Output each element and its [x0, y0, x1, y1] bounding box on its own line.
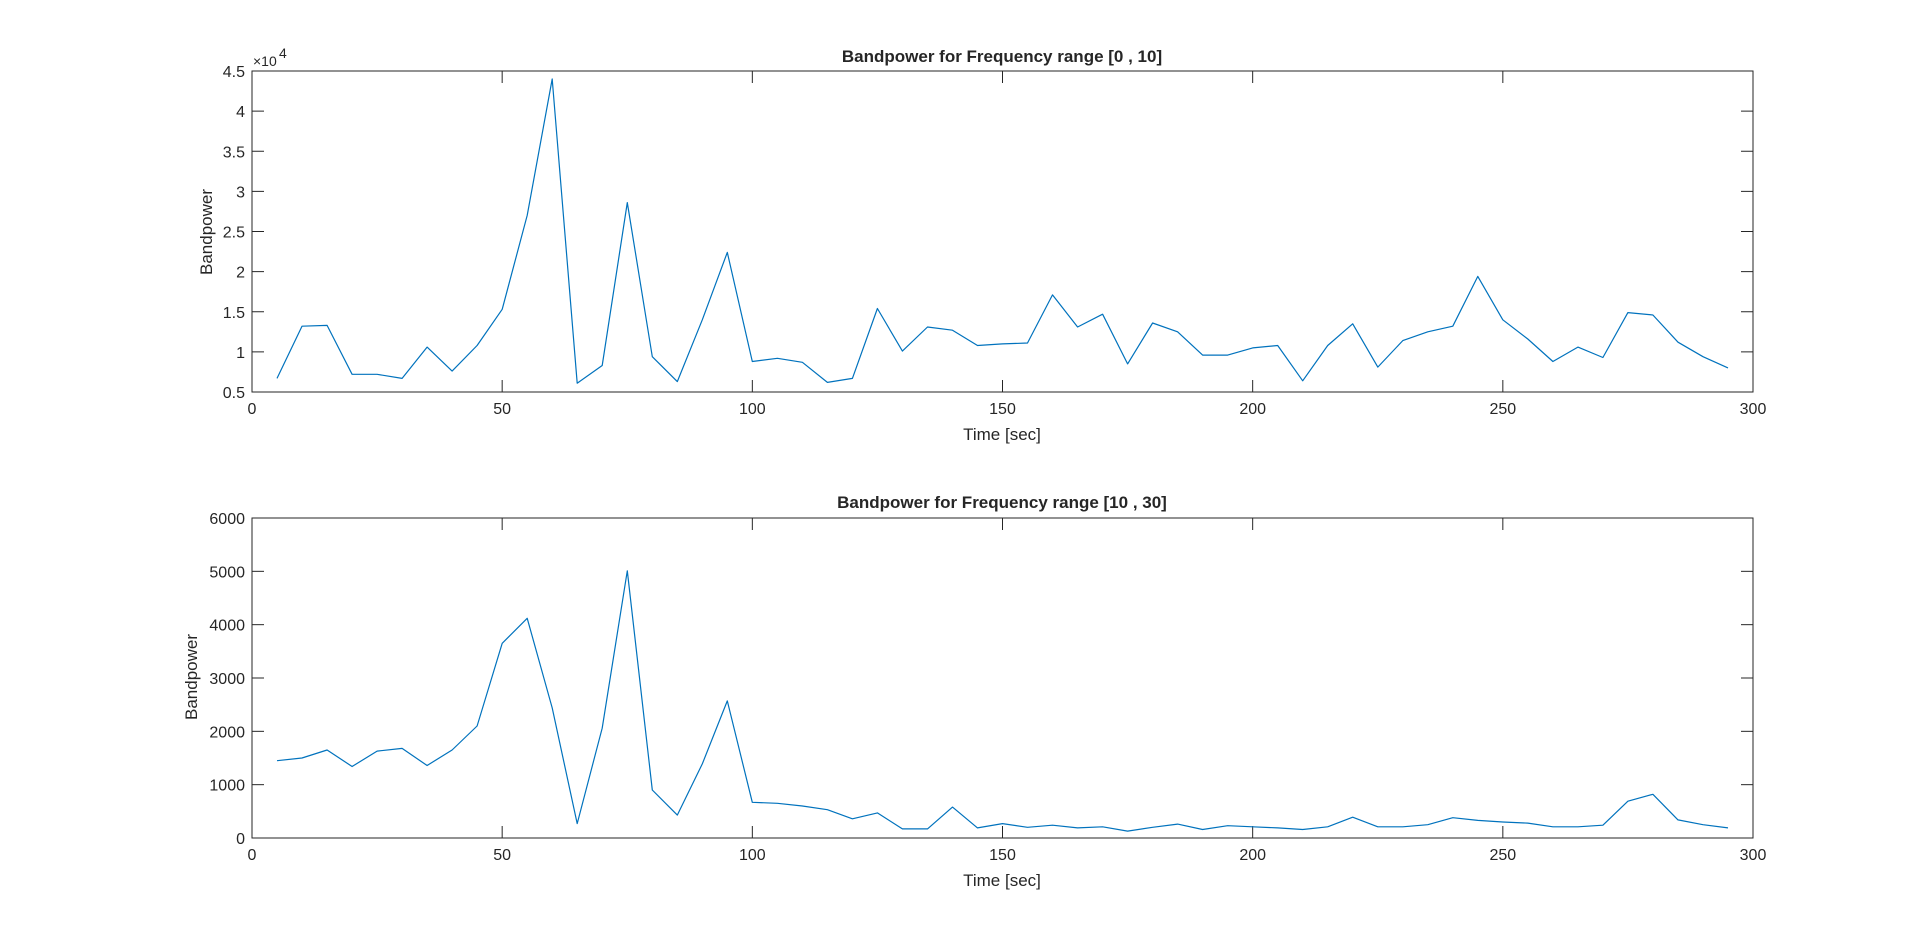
y-tick-label: 2 [236, 265, 245, 282]
x-axis-label: Time [sec] [963, 425, 1041, 444]
x-tick-label: 150 [989, 847, 1016, 864]
y-tick-label: 2000 [209, 724, 245, 741]
y-axis-multiplier-exponent: 4 [279, 45, 287, 61]
series-line [276, 78, 1729, 384]
plot-area [251, 517, 1754, 839]
subplot-bandpower-10-30: Bandpower for Frequency range [10 , 30] … [182, 493, 1766, 890]
subplot-bandpower-0-10: Bandpower for Frequency range [0 , 10] T… [197, 45, 1766, 444]
x-axis-ticks: 0 50 100 150 200 250 300 [248, 518, 1767, 864]
x-tick-label: 300 [1740, 847, 1767, 864]
x-tick-label: 200 [1239, 847, 1266, 864]
chart-title: Bandpower for Frequency range [0 , 10] [842, 47, 1162, 66]
y-tick-label: 4 [236, 104, 245, 121]
x-tick-label: 50 [493, 847, 511, 864]
y-axis-label: Bandpower [182, 634, 201, 720]
y-tick-label: 3.5 [223, 144, 245, 161]
x-tick-label: 100 [739, 401, 766, 418]
y-tick-label: 4000 [209, 618, 245, 635]
y-tick-label: 3000 [209, 671, 245, 688]
series-line [276, 570, 1729, 832]
x-tick-label: 0 [248, 401, 257, 418]
x-tick-label: 0 [248, 847, 257, 864]
y-tick-label: 4.5 [223, 64, 245, 81]
y-axis-ticks: 0.5 1 1.5 2 2.5 3 3.5 4 4.5 [223, 64, 1753, 402]
x-axis-label: Time [sec] [963, 871, 1041, 890]
y-tick-label: 3 [236, 184, 245, 201]
y-tick-label: 5000 [209, 564, 245, 581]
y-axis-multiplier: ×10 4 [253, 45, 287, 69]
x-tick-label: 250 [1489, 401, 1516, 418]
x-tick-label: 150 [989, 401, 1016, 418]
chart-title: Bandpower for Frequency range [10 , 30] [837, 493, 1167, 512]
x-tick-label: 200 [1239, 401, 1266, 418]
x-tick-label: 100 [739, 847, 766, 864]
y-axis-multiplier-base: ×10 [253, 53, 277, 69]
x-tick-label: 250 [1489, 847, 1516, 864]
x-axis-ticks: 0 50 100 150 200 250 300 [248, 71, 1767, 418]
y-axis-ticks: 0 1000 2000 3000 4000 5000 6000 [209, 511, 1753, 848]
x-tick-label: 300 [1740, 401, 1767, 418]
y-tick-label: 2.5 [223, 225, 245, 242]
y-tick-label: 0 [236, 831, 245, 848]
y-tick-label: 1 [236, 345, 245, 362]
y-tick-label: 0.5 [223, 385, 245, 402]
y-tick-label: 1000 [209, 778, 245, 795]
y-tick-label: 1.5 [223, 305, 245, 322]
x-tick-label: 50 [493, 401, 511, 418]
y-axis-label: Bandpower [197, 189, 216, 275]
plot-area [251, 70, 1754, 393]
y-tick-label: 6000 [209, 511, 245, 528]
